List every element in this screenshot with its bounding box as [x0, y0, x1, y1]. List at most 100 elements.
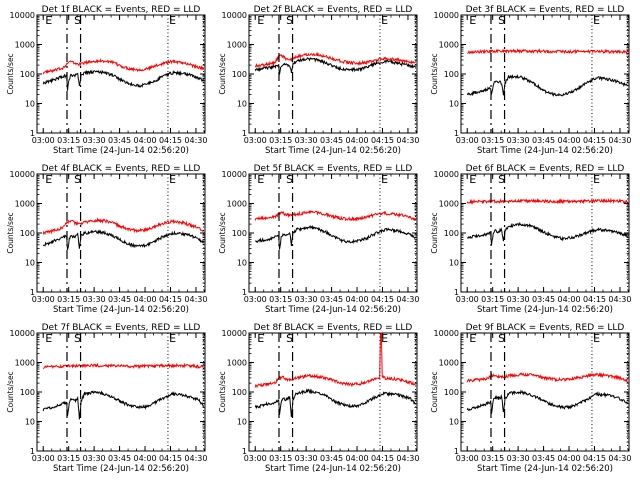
- event-annotation: E: [45, 14, 52, 27]
- x-tick-label: 03:00: [244, 295, 267, 304]
- plot-frame: [460, 14, 630, 134]
- panel-1: Det 1f BLACK = Events, RED = LLD 1 10 100 10…: [6, 5, 207, 156]
- panel-title: Det 3f BLACK = Events, RED = LLD: [466, 5, 625, 15]
- x-tick-label: 04:15: [371, 454, 394, 463]
- panel-3: Det 3f BLACK = Events, RED = LLD 1 10 100 10…: [430, 5, 631, 156]
- x-tick-label: 03:45: [532, 136, 555, 145]
- lld-series-line: [254, 51, 416, 68]
- plot-frame: [36, 332, 206, 452]
- y-tick-label: 1: [30, 129, 35, 138]
- plot-frame: [248, 332, 418, 452]
- events-series-line: [466, 389, 629, 414]
- x-tick-label: 03:30: [295, 295, 318, 304]
- panel-8: Det 8f BLACK = Events, RED = LLD 1 10 100 10…: [218, 323, 419, 474]
- y-tick-label: 10: [449, 259, 459, 268]
- x-tick-label: 03:45: [320, 454, 343, 463]
- x-tick-label: 04:15: [159, 136, 182, 145]
- y-tick-label: 10000: [434, 329, 459, 338]
- y-tick-label: 1: [454, 129, 459, 138]
- x-tick-label: 04:00: [134, 295, 157, 304]
- x-axis-label: Start Time (24-Jun-14 02:56:20): [265, 464, 401, 474]
- panel-title: Det 1f BLACK = Events, RED = LLD: [42, 5, 201, 15]
- y-tick-label: 1000: [15, 200, 35, 209]
- event-annotation: S: [74, 14, 81, 27]
- x-tick-label: 03:30: [83, 136, 106, 145]
- x-tick-label: 04:00: [134, 454, 157, 463]
- x-tick-label: 04:15: [583, 454, 606, 463]
- x-tick-label: 04:00: [558, 295, 581, 304]
- event-annotation: S: [74, 173, 81, 186]
- panel-9: Det 9f BLACK = Events, RED = LLD 1 10 100 10…: [430, 323, 631, 474]
- y-tick-label: 100: [444, 388, 459, 397]
- y-tick-label: 10: [237, 100, 247, 109]
- y-tick-label: 1000: [15, 41, 35, 50]
- panel-7: Det 7f BLACK = Events, RED = LLD 1 10 100 10…: [6, 323, 207, 474]
- y-tick-label: 100: [444, 70, 459, 79]
- event-annotation: E: [469, 173, 476, 186]
- y-axis-label: Counts/sec: [6, 212, 15, 253]
- y-tick-label: 1: [454, 447, 459, 456]
- x-axis-label: Start Time (24-Jun-14 02:56:20): [477, 146, 613, 156]
- x-tick-label: 03:00: [456, 454, 479, 463]
- panel-4: Det 4f BLACK = Events, RED = LLD 1 10 100 10…: [6, 164, 207, 315]
- y-tick-label: 10: [449, 100, 459, 109]
- event-annotation: E: [257, 14, 264, 27]
- x-tick-label: 04:15: [583, 136, 606, 145]
- x-tick-label: 04:15: [159, 295, 182, 304]
- event-annotation: E: [257, 173, 264, 186]
- lld-series-line: [466, 197, 629, 205]
- x-tick-label: 04:30: [396, 295, 419, 304]
- x-tick-label: 03:45: [108, 295, 131, 304]
- event-annotation: S: [498, 14, 505, 27]
- y-tick-label: 1: [30, 288, 35, 297]
- x-tick-label: 04:00: [558, 136, 581, 145]
- x-tick-label: 03:45: [108, 454, 131, 463]
- x-tick-label: 03:45: [532, 454, 555, 463]
- event-annotation: S: [498, 173, 505, 186]
- plot-frame: [248, 14, 418, 134]
- lld-series-line: [254, 210, 417, 222]
- y-axis-label: Counts/sec: [218, 371, 227, 412]
- y-axis-label: Counts/sec: [218, 53, 227, 94]
- x-axis-label: Start Time (24-Jun-14 02:56:20): [477, 464, 613, 474]
- y-tick-label: 10000: [10, 170, 35, 179]
- x-tick-label: 04:30: [396, 136, 419, 145]
- panel-title: Det 5f BLACK = Events, RED = LLD: [254, 164, 413, 174]
- panel-title: Det 9f BLACK = Events, RED = LLD: [466, 323, 625, 333]
- event-annotation: S: [286, 332, 293, 345]
- x-tick-label: 03:45: [532, 295, 555, 304]
- lld-series-line: [42, 217, 204, 235]
- y-tick-label: 10000: [10, 329, 35, 338]
- x-tick-label: 04:00: [558, 454, 581, 463]
- y-tick-label: 10: [25, 100, 35, 109]
- panel-5: Det 5f BLACK = Events, RED = LLD 1 10 100 10…: [218, 164, 419, 315]
- y-tick-label: 1000: [15, 359, 35, 368]
- y-tick-label: 100: [232, 388, 247, 397]
- x-axis-label: Start Time (24-Jun-14 02:56:20): [53, 305, 189, 315]
- y-axis-label: Counts/sec: [430, 212, 439, 253]
- y-tick-label: 1: [30, 447, 35, 456]
- lld-series-line: [467, 48, 629, 56]
- event-annotation: E: [381, 332, 388, 345]
- events-series-line: [42, 69, 205, 91]
- x-tick-label: 03:15: [269, 454, 292, 463]
- event-annotation: S: [286, 173, 293, 186]
- event-annotation: E: [593, 332, 600, 345]
- y-axis-label: Counts/sec: [218, 212, 227, 253]
- events-series-line: [42, 390, 205, 420]
- y-tick-label: 1000: [439, 359, 459, 368]
- x-tick-label: 03:45: [320, 295, 343, 304]
- y-tick-label: 10: [25, 418, 35, 427]
- y-tick-label: 10000: [434, 170, 459, 179]
- events-series-line: [255, 224, 416, 250]
- x-tick-label: 03:30: [295, 454, 318, 463]
- x-axis-label: Start Time (24-Jun-14 02:56:20): [265, 146, 401, 156]
- lld-series-line: [43, 362, 204, 370]
- x-tick-label: 03:45: [108, 136, 131, 145]
- event-annotation: E: [381, 173, 388, 186]
- x-tick-label: 03:15: [481, 454, 504, 463]
- x-tick-label: 03:15: [57, 295, 80, 304]
- x-tick-label: 03:00: [32, 295, 55, 304]
- x-tick-label: 03:00: [244, 136, 267, 145]
